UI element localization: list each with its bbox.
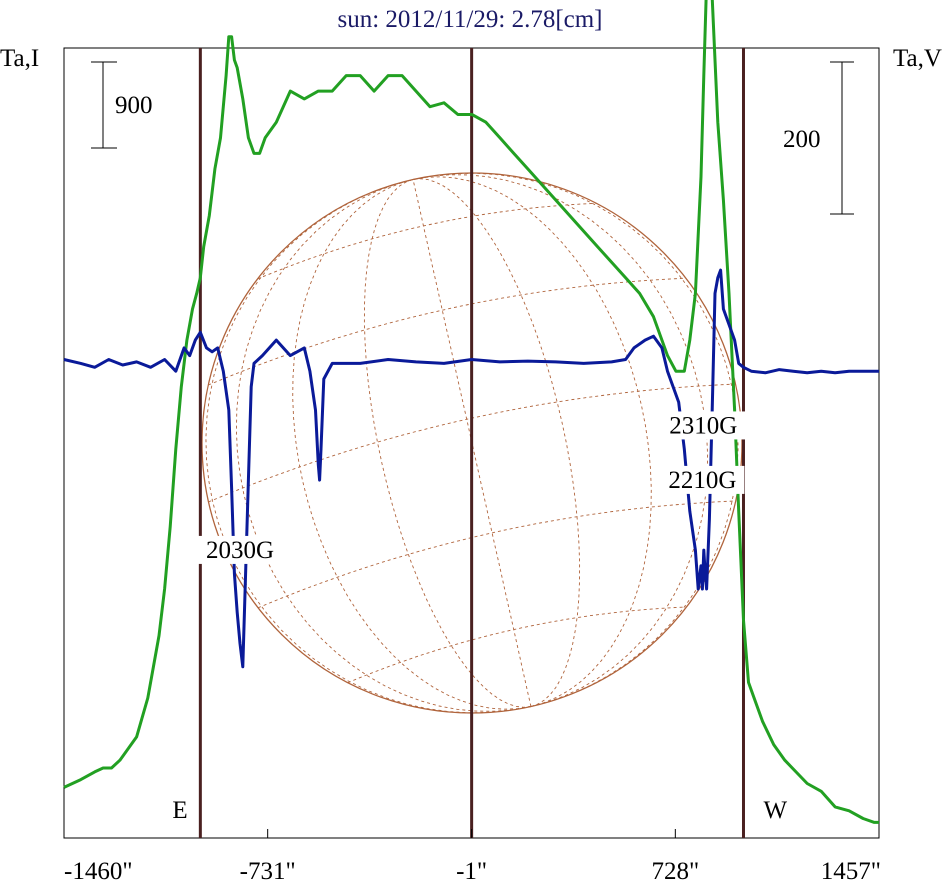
disk-meridian [363,179,531,708]
annotation-background [198,535,283,564]
limb-marker-label: E [172,797,187,824]
scale-bar-right: 200 [783,61,854,215]
x-tick-label: -1" [456,858,487,885]
x-tick-label: 1457" [821,858,881,885]
y-axis-label-right: Ta,V [893,45,942,72]
x-axis: -1460" -731" -1" 728" 1457" [63,829,881,885]
disk-meridian [413,176,652,707]
stokes_v-line [63,268,879,669]
disk-meridian [235,179,531,712]
y-axis-label-left: Ta,I [0,45,39,72]
disk-parallel [257,500,736,609]
annotation-background [661,411,746,440]
chart-title: sun: 2012/11/29: 2.78[cm] [337,6,602,33]
scale-bar-left-label: 900 [115,92,153,119]
annotation-label: 2030G [206,537,274,564]
disk-meridian [413,174,709,707]
field-annotation: 2310G [661,411,746,440]
disk-parallel [208,277,686,386]
x-tick-label: 728" [651,858,699,885]
disk-meridian [205,179,531,714]
field-annotation: 2210G [660,465,745,494]
disk-meridian [413,172,739,707]
annotation-label: 2210G [668,467,736,494]
scale-bar-left: 900 [91,61,153,149]
annotation-background [660,465,745,494]
x-tick-label: -1460" [64,858,133,885]
annotation-label: 2310G [669,412,737,439]
x-tick-label: -731" [240,858,296,885]
disk-meridian [413,178,581,707]
field-annotation: 2030G [198,535,283,564]
annotations: 2030G 2310G 2210G [198,411,746,564]
limb-marker-label: W [763,797,787,824]
disk-meridian [292,179,531,710]
scale-bar-right-label: 200 [783,126,821,153]
disk-parallel [347,606,687,684]
